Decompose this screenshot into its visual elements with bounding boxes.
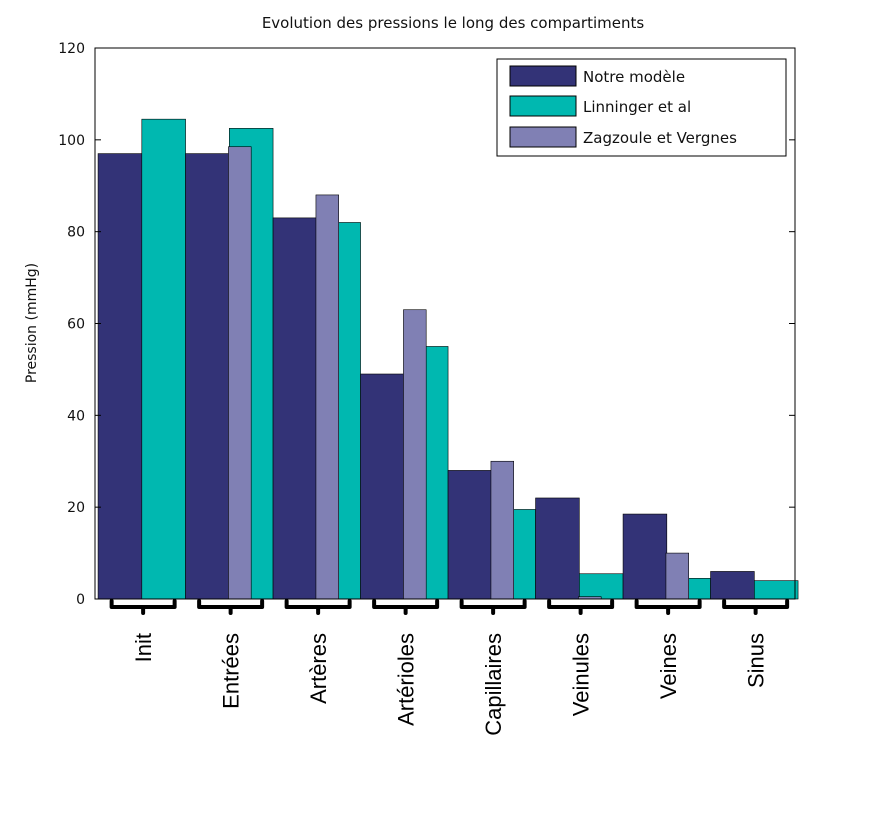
chart-title: Evolution des pressions le long des comp… bbox=[262, 14, 645, 32]
legend-label-zagzoule: Zagzoule et Vergnes bbox=[583, 129, 737, 147]
y-tick-label: 80 bbox=[67, 225, 85, 241]
y-tick-label: 100 bbox=[58, 133, 85, 149]
bar-2-4 bbox=[490, 460, 514, 600]
category-label: Capillaires bbox=[481, 633, 506, 736]
category-brace bbox=[547, 599, 615, 615]
category-label: Init bbox=[131, 633, 156, 662]
category-label: Sinus bbox=[744, 633, 769, 688]
bar-2-1 bbox=[228, 146, 252, 600]
category-braces bbox=[109, 599, 790, 615]
category-brace bbox=[459, 599, 527, 615]
bar-2-6 bbox=[665, 552, 689, 600]
bar-0-6 bbox=[622, 513, 668, 600]
bar-1-5 bbox=[579, 573, 624, 600]
category-labels: Init Entrées Artères Artérioles Capillaires V… bbox=[131, 633, 769, 736]
bar-1-0 bbox=[141, 118, 186, 600]
y-tick-label: 120 bbox=[58, 41, 85, 57]
category-label: Artères bbox=[306, 633, 331, 704]
y-tick-label: 40 bbox=[67, 408, 85, 424]
y-axis-label: Pression (mmHg) bbox=[24, 263, 40, 383]
bar-0-1 bbox=[185, 153, 230, 600]
category-label: Veines bbox=[656, 633, 681, 699]
legend: Notre modèle Linninger et al Zagzoule et… bbox=[496, 58, 787, 157]
legend-swatch-linninger bbox=[509, 95, 577, 117]
legend-swatch-zagzoule bbox=[509, 126, 577, 148]
bars-group bbox=[97, 118, 799, 600]
bar-0-3 bbox=[360, 373, 405, 600]
bar-1-7 bbox=[754, 580, 799, 600]
y-tick-label: 20 bbox=[67, 500, 85, 516]
legend-swatch-notre-modele bbox=[509, 65, 577, 87]
category-brace bbox=[372, 599, 440, 615]
bar-0-7 bbox=[710, 571, 755, 600]
category-brace bbox=[197, 599, 265, 615]
bar-0-0 bbox=[97, 153, 143, 600]
y-tick-label: 60 bbox=[67, 317, 85, 333]
bar-0-4 bbox=[447, 470, 493, 600]
category-brace bbox=[109, 599, 177, 615]
y-tick-label: 0 bbox=[76, 592, 85, 608]
category-label: Entrées bbox=[219, 633, 244, 709]
legend-label-linninger: Linninger et al bbox=[583, 98, 691, 116]
category-brace bbox=[634, 599, 702, 615]
category-label: Veinules bbox=[569, 633, 594, 716]
legend-label-notre-modele: Notre modèle bbox=[583, 68, 685, 86]
bar-2-2 bbox=[315, 194, 339, 600]
bar-0-5 bbox=[535, 497, 580, 600]
bar-2-3 bbox=[403, 309, 427, 600]
category-label: Artérioles bbox=[394, 633, 419, 726]
category-brace bbox=[284, 599, 352, 615]
y-axis: 0 20 40 60 80 100 120 bbox=[58, 41, 795, 608]
bar-0-2 bbox=[272, 217, 318, 600]
category-brace bbox=[722, 599, 790, 615]
